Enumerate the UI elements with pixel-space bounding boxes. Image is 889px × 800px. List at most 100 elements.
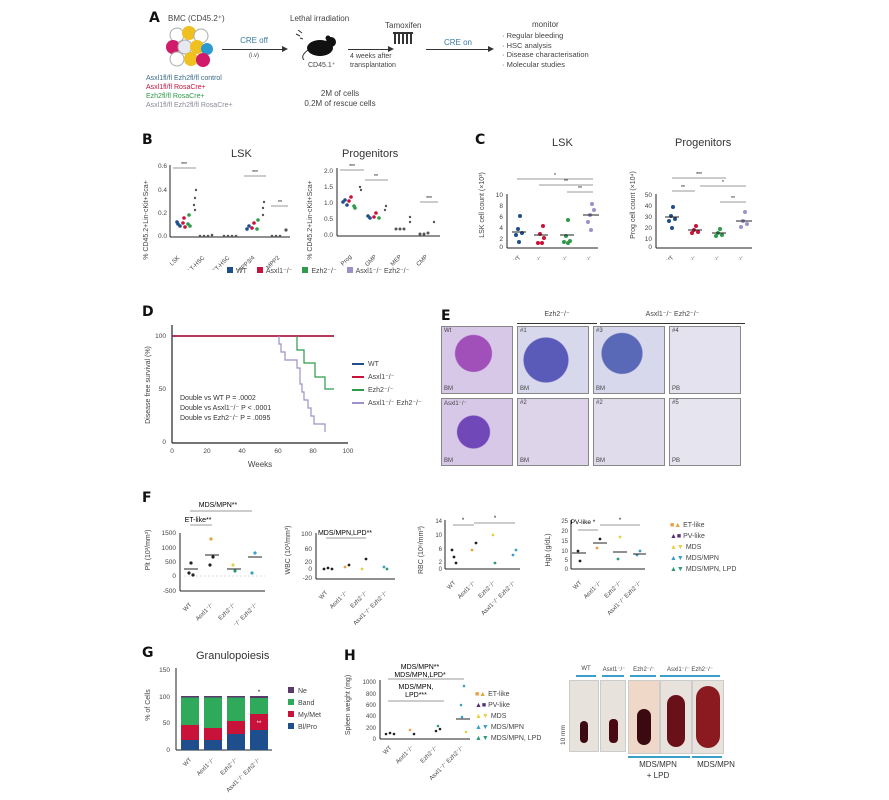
svg-text:1000: 1000 — [162, 545, 177, 552]
svg-text:***: *** — [426, 196, 432, 202]
svg-text:200: 200 — [366, 726, 377, 732]
svg-text:**: ** — [681, 185, 685, 191]
genotype-control: Asxl1fl/fl Ezh2fl/fl control — [146, 75, 222, 82]
svg-text:WT: WT — [319, 590, 330, 601]
chart-title-c-lsk: LSK — [552, 137, 573, 149]
svg-text:10: 10 — [561, 549, 568, 555]
svg-text:5: 5 — [565, 558, 569, 564]
genotype-asxl1: Asxl1fl/fl RosaCre+ — [146, 84, 206, 91]
panel-e-label: E — [441, 308, 451, 324]
legend-item: ■▲ ET-like — [475, 691, 510, 698]
svg-text:0: 0 — [162, 439, 166, 446]
svg-text:0: 0 — [172, 573, 176, 580]
legend-line-icon — [352, 376, 364, 378]
svg-text:Weeks: Weeks — [248, 460, 272, 469]
svg-text:WT: WT — [183, 602, 194, 613]
triangle-down-icon: ▲▼ — [475, 724, 491, 731]
svg-text:WT: WT — [183, 757, 194, 768]
group-divider — [517, 323, 597, 324]
group-double-label: Asxl1⁻/⁻ Ezh2⁻/⁻ — [645, 311, 700, 318]
legend-item: ▲▼ MDS — [670, 544, 702, 551]
triangle-down-icon: ▲▼ — [670, 544, 686, 551]
legend-swatch — [227, 267, 233, 273]
panel-c-label: C — [475, 132, 486, 148]
svg-text:2: 2 — [499, 236, 503, 243]
arrowhead-icon — [388, 46, 394, 52]
mouse-icon — [295, 30, 336, 60]
spleen-photo-double-1 — [660, 680, 692, 754]
svg-text:Asxl1⁻/⁻: Asxl1⁻/⁻ — [583, 580, 603, 600]
legend-item: Band — [288, 698, 321, 710]
svg-text:2: 2 — [439, 560, 443, 566]
svg-text:PV-like *: PV-like * — [571, 519, 596, 526]
svg-text:CMP: CMP — [416, 254, 430, 268]
svg-text:Prog cell count (×10⁴): Prog cell count (×10⁴) — [630, 171, 637, 239]
monitor-title: monitor — [532, 20, 559, 29]
legend-item: ▲▼ MDS/MPN — [670, 555, 719, 562]
svg-text:0.4: 0.4 — [158, 187, 167, 194]
svg-text:Asxl1⁻/⁻: Asxl1⁻/⁻ — [678, 255, 698, 260]
legend-g: Ne Band My/Met Bl/Pro — [288, 686, 321, 734]
svg-text:Asxl1⁻/⁻: Asxl1⁻/⁻ — [524, 255, 544, 260]
svg-text:**: ** — [374, 174, 378, 180]
cre-on-label: CRE on — [443, 38, 472, 47]
svg-text:Ezh2⁻/⁻: Ezh2⁻/⁻ — [478, 580, 498, 600]
svg-text:Double vs Ezh2⁻/⁻ P = .0095: Double vs Ezh2⁻/⁻ P = .0095 — [180, 415, 270, 422]
triangle-down-icon: ▲▼ — [670, 555, 686, 562]
legend-item: Asxl1⁻/⁻ Ezh2⁻/⁻ — [352, 397, 422, 410]
svg-text:MDS/MPN,LPD*: MDS/MPN,LPD* — [394, 672, 446, 679]
svg-text:Prog: Prog — [340, 254, 353, 267]
legend-item: Asxl1⁻/⁻ — [256, 267, 292, 275]
legend-item: Bl/Pro — [288, 722, 321, 734]
group-bar — [576, 675, 596, 677]
micrograph-tile: #4 PB — [669, 326, 741, 394]
triangle-down-icon: ▲▼ — [670, 566, 686, 573]
svg-text:1500: 1500 — [162, 530, 177, 537]
svg-text:LT-HSC: LT-HSC — [187, 255, 206, 270]
monitor-item: · Molecular studies — [502, 59, 565, 69]
arrowhead-icon — [282, 46, 288, 52]
spleen-photo-asxl1 — [600, 680, 626, 752]
svg-text:0: 0 — [648, 244, 652, 251]
legend-swatch — [256, 267, 263, 273]
svg-text:% CD45.2+Lin-cKit+Sca+: % CD45.2+Lin-cKit+Sca+ — [307, 180, 314, 260]
svg-text:MEP: MEP — [390, 254, 403, 267]
svg-text:0: 0 — [565, 567, 569, 573]
monitor-list: · Regular bleeding · HSC analysis · Dise… — [502, 31, 589, 69]
chart-title-b-progenitors: Progenitors — [342, 148, 399, 160]
panel-h-label: H — [344, 648, 356, 664]
legend-swatch — [288, 711, 294, 717]
svg-text:10: 10 — [645, 236, 653, 243]
chart-g-granulopoiesis: % of Cells 150 100 50 0 * ** WT Asxl1⁻/⁻ Ezh2… — [145, 667, 272, 794]
svg-text:50: 50 — [163, 720, 171, 727]
chart-title-g: Granulopoiesis — [196, 650, 270, 662]
svg-text:600: 600 — [366, 703, 377, 709]
chart-h-spleen: Spleen weight (mg) 1000 800 600 400 200 0 MDS… — [345, 664, 470, 782]
svg-text:500: 500 — [165, 559, 176, 566]
phenotype-label: + LPD — [646, 771, 670, 780]
svg-text:Plt (10³/mm³): Plt (10³/mm³) — [145, 530, 152, 571]
triangle-down-icon: ▲▼ — [475, 713, 491, 720]
panel-g-label: G — [142, 645, 154, 661]
legend-b: WT Asxl1⁻/⁻ Ezh2⁻/⁻ Asxl1⁻/⁻ Ezh2⁻/⁻ — [227, 267, 409, 275]
svg-text:LPD***: LPD*** — [405, 692, 427, 699]
panel-f-label: F — [142, 490, 152, 506]
svg-text:WT: WT — [573, 580, 584, 591]
svg-text:6: 6 — [499, 214, 503, 221]
svg-text:Ezh2⁻/⁻: Ezh2⁻/⁻ — [703, 255, 723, 260]
svg-text:*: * — [554, 173, 556, 179]
syringes-icon — [393, 32, 413, 44]
svg-text:WT: WT — [665, 255, 676, 260]
svg-text:MDS/MPN**: MDS/MPN** — [401, 664, 440, 671]
svg-text:60: 60 — [274, 448, 282, 455]
svg-text:20: 20 — [305, 559, 313, 566]
arrow-cre-off — [222, 49, 286, 50]
bone-marrow-cells-icon — [166, 26, 213, 67]
legend-f: ■▲ ET-like ▲■ PV-like ▲▼ MDS ▲▼ MDS/MPN … — [670, 520, 736, 575]
chart-b: % CD45.2+Lin-cKit+Sca+ 0.60.40.20.0 *** … — [143, 162, 440, 270]
svg-text:Double vs WT P = .0002: Double vs WT P = .0002 — [180, 395, 256, 402]
svg-text:4: 4 — [499, 225, 503, 232]
svg-text:***: *** — [252, 170, 258, 176]
svg-text:-20: -20 — [303, 575, 313, 582]
svg-text:14: 14 — [435, 519, 442, 525]
